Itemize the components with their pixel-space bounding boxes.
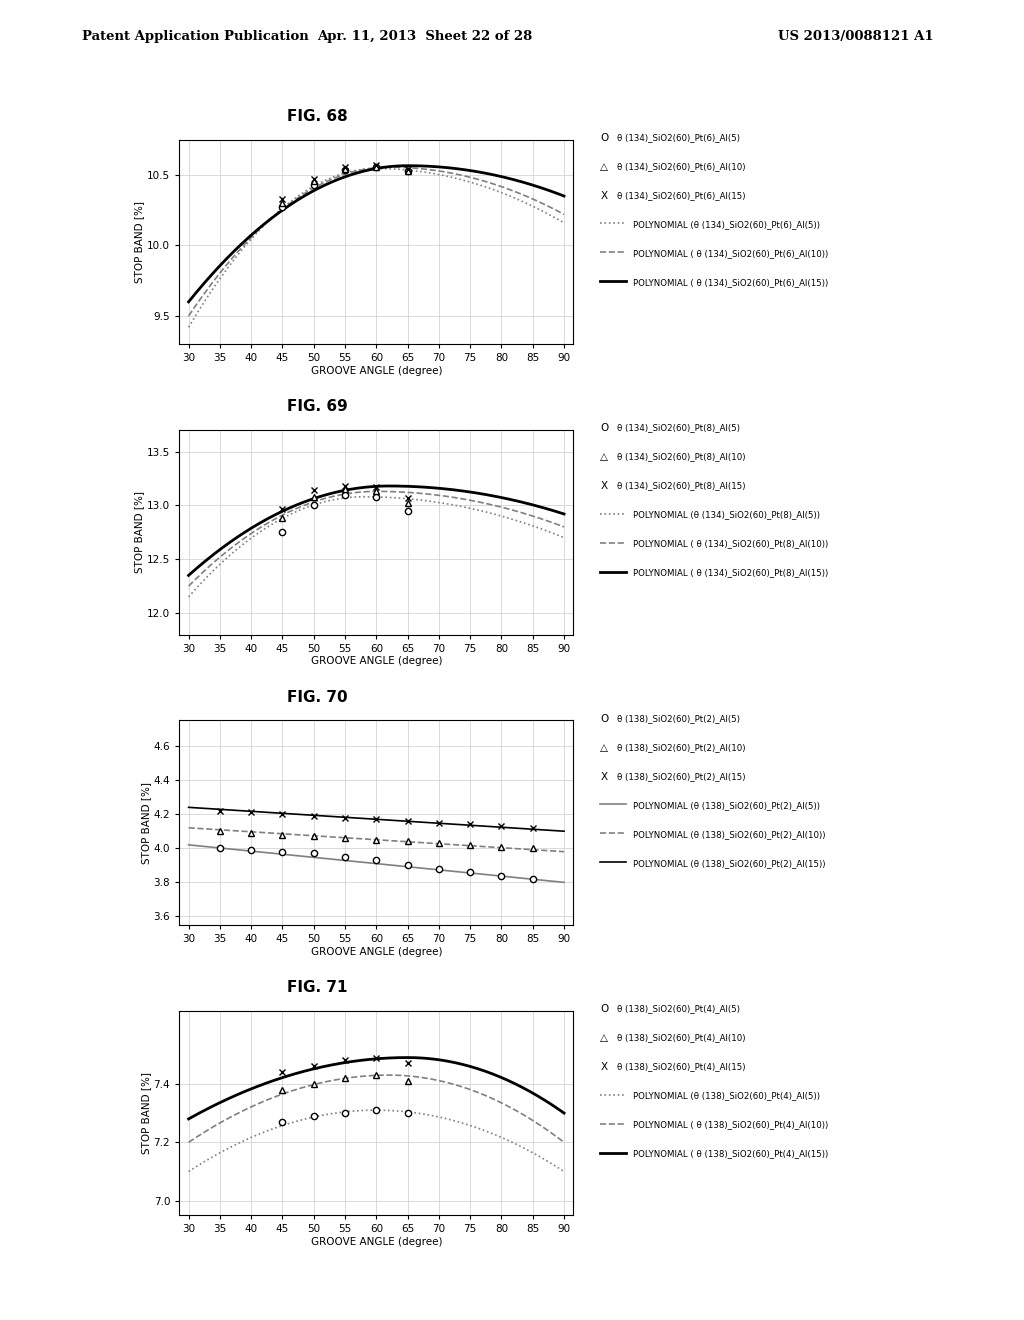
Text: Apr. 11, 2013  Sheet 22 of 28: Apr. 11, 2013 Sheet 22 of 28 (317, 30, 532, 44)
Text: X: X (601, 482, 607, 491)
Text: X: X (601, 1063, 607, 1072)
Text: POLYNOMIAL ( θ (134)_SiO2(60)_Pt(6)_Al(10)): POLYNOMIAL ( θ (134)_SiO2(60)_Pt(6)_Al(1… (633, 249, 828, 259)
Text: POLYNOMIAL ( θ (134)_SiO2(60)_Pt(8)_Al(10)): POLYNOMIAL ( θ (134)_SiO2(60)_Pt(8)_Al(1… (633, 540, 828, 549)
Text: θ (134)_SiO2(60)_Pt(8)_Al(5): θ (134)_SiO2(60)_Pt(8)_Al(5) (617, 424, 740, 433)
Text: X: X (601, 191, 607, 201)
Text: θ (134)_SiO2(60)_Pt(6)_Al(15): θ (134)_SiO2(60)_Pt(6)_Al(15) (617, 191, 745, 201)
Text: △: △ (600, 162, 608, 172)
Text: Patent Application Publication: Patent Application Publication (82, 30, 308, 44)
Text: POLYNOMIAL ( θ (134)_SiO2(60)_Pt(8)_Al(15)): POLYNOMIAL ( θ (134)_SiO2(60)_Pt(8)_Al(1… (633, 569, 828, 578)
Text: θ (134)_SiO2(60)_Pt(8)_Al(15): θ (134)_SiO2(60)_Pt(8)_Al(15) (617, 482, 745, 491)
Text: POLYNOMIAL ( θ (138)_SiO2(60)_Pt(4)_Al(10)): POLYNOMIAL ( θ (138)_SiO2(60)_Pt(4)_Al(1… (633, 1121, 828, 1130)
Y-axis label: STOP BAND [%]: STOP BAND [%] (140, 781, 151, 863)
Text: FIG. 71: FIG. 71 (287, 979, 347, 995)
Text: O: O (600, 714, 608, 723)
Y-axis label: STOP BAND [%]: STOP BAND [%] (134, 201, 144, 282)
Text: θ (138)_SiO2(60)_Pt(4)_Al(5): θ (138)_SiO2(60)_Pt(4)_Al(5) (617, 1005, 740, 1014)
Text: θ (138)_SiO2(60)_Pt(4)_Al(10): θ (138)_SiO2(60)_Pt(4)_Al(10) (617, 1034, 745, 1043)
Y-axis label: STOP BAND [%]: STOP BAND [%] (140, 1072, 151, 1154)
Text: POLYNOMIAL (θ (134)_SiO2(60)_Pt(6)_Al(5)): POLYNOMIAL (θ (134)_SiO2(60)_Pt(6)_Al(5)… (633, 220, 820, 230)
X-axis label: GROOVE ANGLE (degree): GROOVE ANGLE (degree) (310, 366, 442, 376)
Text: △: △ (600, 743, 608, 752)
Text: X: X (601, 772, 607, 781)
Text: O: O (600, 1005, 608, 1014)
Text: θ (138)_SiO2(60)_Pt(2)_Al(10): θ (138)_SiO2(60)_Pt(2)_Al(10) (617, 743, 745, 752)
Text: FIG. 70: FIG. 70 (287, 689, 347, 705)
Text: θ (134)_SiO2(60)_Pt(6)_Al(10): θ (134)_SiO2(60)_Pt(6)_Al(10) (617, 162, 745, 172)
Text: POLYNOMIAL (θ (138)_SiO2(60)_Pt(2)_Al(5)): POLYNOMIAL (θ (138)_SiO2(60)_Pt(2)_Al(5)… (633, 801, 820, 810)
Text: US 2013/0088121 A1: US 2013/0088121 A1 (778, 30, 934, 44)
X-axis label: GROOVE ANGLE (degree): GROOVE ANGLE (degree) (310, 656, 442, 667)
Text: θ (138)_SiO2(60)_Pt(2)_Al(15): θ (138)_SiO2(60)_Pt(2)_Al(15) (617, 772, 745, 781)
Text: θ (134)_SiO2(60)_Pt(8)_Al(10): θ (134)_SiO2(60)_Pt(8)_Al(10) (617, 453, 745, 462)
Text: FIG. 69: FIG. 69 (287, 399, 347, 414)
X-axis label: GROOVE ANGLE (degree): GROOVE ANGLE (degree) (310, 946, 442, 957)
Text: θ (138)_SiO2(60)_Pt(4)_Al(15): θ (138)_SiO2(60)_Pt(4)_Al(15) (617, 1063, 745, 1072)
Text: POLYNOMIAL ( θ (134)_SiO2(60)_Pt(6)_Al(15)): POLYNOMIAL ( θ (134)_SiO2(60)_Pt(6)_Al(1… (633, 279, 828, 288)
Text: O: O (600, 424, 608, 433)
X-axis label: GROOVE ANGLE (degree): GROOVE ANGLE (degree) (310, 1237, 442, 1247)
Text: θ (138)_SiO2(60)_Pt(2)_Al(5): θ (138)_SiO2(60)_Pt(2)_Al(5) (617, 714, 740, 723)
Text: POLYNOMIAL (θ (138)_SiO2(60)_Pt(2)_Al(10)): POLYNOMIAL (θ (138)_SiO2(60)_Pt(2)_Al(10… (633, 830, 825, 840)
Text: POLYNOMIAL (θ (138)_SiO2(60)_Pt(4)_Al(5)): POLYNOMIAL (θ (138)_SiO2(60)_Pt(4)_Al(5)… (633, 1092, 820, 1101)
Text: △: △ (600, 453, 608, 462)
Text: FIG. 68: FIG. 68 (287, 108, 347, 124)
Text: POLYNOMIAL (θ (138)_SiO2(60)_Pt(2)_Al(15)): POLYNOMIAL (θ (138)_SiO2(60)_Pt(2)_Al(15… (633, 859, 825, 869)
Text: △: △ (600, 1034, 608, 1043)
Text: POLYNOMIAL ( θ (138)_SiO2(60)_Pt(4)_Al(15)): POLYNOMIAL ( θ (138)_SiO2(60)_Pt(4)_Al(1… (633, 1150, 828, 1159)
Text: O: O (600, 133, 608, 143)
Y-axis label: STOP BAND [%]: STOP BAND [%] (134, 491, 144, 573)
Text: θ (134)_SiO2(60)_Pt(6)_Al(5): θ (134)_SiO2(60)_Pt(6)_Al(5) (617, 133, 740, 143)
Text: POLYNOMIAL (θ (134)_SiO2(60)_Pt(8)_Al(5)): POLYNOMIAL (θ (134)_SiO2(60)_Pt(8)_Al(5)… (633, 511, 820, 520)
